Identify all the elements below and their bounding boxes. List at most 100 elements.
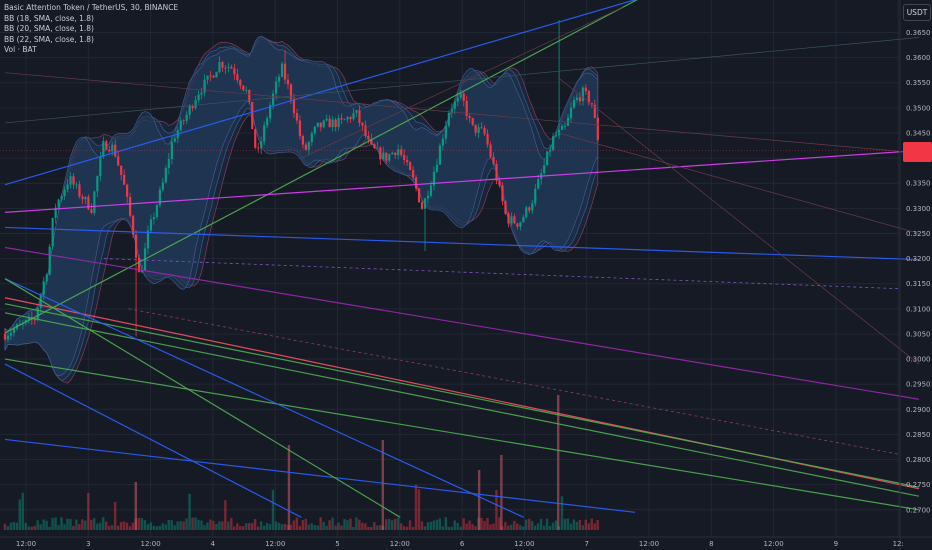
candle-body bbox=[212, 75, 215, 78]
volume-bar bbox=[93, 518, 96, 530]
volume-bar bbox=[292, 520, 296, 530]
volume-bar bbox=[575, 521, 579, 530]
candle-body bbox=[546, 151, 549, 166]
price-axis[interactable]: 0.36500.36000.35500.35000.34500.34000.33… bbox=[899, 0, 931, 550]
volume-bar bbox=[24, 522, 27, 530]
candle-body bbox=[543, 165, 546, 174]
candle-body bbox=[289, 84, 293, 100]
volume-bar bbox=[441, 526, 444, 530]
volume-bar bbox=[536, 523, 540, 530]
volume-bar bbox=[572, 519, 576, 530]
volume-bar bbox=[489, 524, 492, 530]
volume-bar bbox=[340, 525, 343, 530]
volume-bar bbox=[57, 525, 60, 530]
volume-bar bbox=[471, 524, 474, 530]
volume-bar bbox=[414, 484, 418, 530]
volume-bar bbox=[319, 517, 322, 530]
candle-body bbox=[233, 68, 236, 75]
candle-body bbox=[504, 201, 507, 214]
trend-line-blue bbox=[4, 278, 524, 518]
volume-bar bbox=[408, 520, 412, 530]
candle-body bbox=[337, 117, 340, 128]
volume-bar bbox=[587, 523, 590, 530]
candle-body bbox=[221, 62, 224, 68]
volume-bar bbox=[563, 518, 567, 530]
candle-body bbox=[140, 270, 144, 273]
candle-body bbox=[412, 169, 415, 178]
candle-body bbox=[590, 102, 593, 105]
candle-body bbox=[310, 133, 313, 142]
candle-body bbox=[248, 89, 251, 102]
volume-bar bbox=[244, 523, 248, 530]
volume-bar bbox=[393, 518, 397, 530]
volume-bar bbox=[522, 526, 525, 530]
candle-body bbox=[531, 203, 534, 211]
candle-body bbox=[218, 62, 221, 73]
candle-body bbox=[36, 307, 39, 320]
candle-body bbox=[361, 122, 364, 126]
currency-badge[interactable]: USDT bbox=[903, 4, 931, 21]
time-tick-label: 12:00 bbox=[141, 540, 161, 548]
time-tick-label: 12:00 bbox=[16, 540, 36, 548]
candle-body bbox=[483, 127, 486, 134]
volume-bar bbox=[548, 525, 552, 530]
candle-body bbox=[492, 156, 495, 165]
volume-bar bbox=[316, 525, 319, 530]
candle-body bbox=[331, 119, 334, 128]
legend-volume[interactable]: Vol · BAT bbox=[4, 45, 37, 54]
trend-line-blue bbox=[4, 226, 919, 261]
candle-body bbox=[352, 112, 355, 120]
volume-bar bbox=[72, 525, 75, 530]
volume-bar bbox=[507, 525, 510, 530]
time-tick-label: 5 bbox=[335, 540, 339, 548]
volume-bar bbox=[584, 519, 587, 530]
volume-bar bbox=[483, 520, 486, 530]
time-tick-label: 12: bbox=[893, 540, 904, 548]
legend-bb-22[interactable]: BB (22, SMA, close, 1.8) bbox=[4, 34, 94, 44]
candle-body bbox=[134, 234, 138, 258]
volume-bar bbox=[367, 526, 370, 530]
candle-body bbox=[498, 180, 501, 186]
volume-bar bbox=[167, 519, 170, 530]
volume-bar bbox=[429, 521, 433, 530]
candle-body bbox=[549, 149, 552, 152]
candle-body bbox=[39, 294, 42, 308]
volume-bar bbox=[432, 520, 436, 530]
volume-bar bbox=[54, 517, 57, 530]
volume-bar bbox=[453, 520, 456, 530]
candle-body bbox=[215, 72, 218, 78]
volume-bar bbox=[405, 526, 409, 530]
candle-body bbox=[3, 333, 7, 340]
candle-body bbox=[578, 97, 582, 102]
candle-body bbox=[397, 149, 400, 156]
volume-bar bbox=[539, 518, 543, 530]
trend-line-green bbox=[4, 303, 920, 488]
volume-bar bbox=[48, 526, 51, 530]
candle-body bbox=[9, 332, 13, 336]
candle-body bbox=[537, 179, 540, 189]
time-tick-label: 3 bbox=[86, 540, 90, 548]
candle-body bbox=[364, 125, 367, 136]
candle-body bbox=[417, 188, 421, 203]
volume-bar bbox=[474, 526, 477, 530]
volume-bar bbox=[313, 524, 316, 530]
candle-body bbox=[325, 118, 328, 121]
legend-symbol[interactable]: Basic Attention Token / TetherUS, 30, BI… bbox=[4, 3, 179, 12]
candle-body bbox=[90, 209, 93, 213]
volume-bars bbox=[3, 395, 599, 530]
volume-bar bbox=[78, 524, 81, 530]
volume-bar bbox=[87, 492, 90, 530]
legend-bb-18[interactable]: BB (18, SMA, close, 1.8) bbox=[4, 13, 94, 23]
candle-body bbox=[81, 196, 84, 200]
candle-body bbox=[206, 75, 209, 80]
time-tick-label: 8 bbox=[709, 540, 713, 548]
candle-body bbox=[263, 125, 266, 142]
trend-line-green bbox=[4, 0, 638, 334]
volume-bar bbox=[140, 518, 144, 530]
time-axis[interactable]: 12:00 3 12:00 4 12:00 5 12:00 6 12:00 7 12:00 8 12:0… bbox=[0, 536, 932, 548]
volume-bar bbox=[182, 521, 185, 530]
legend-bb-20[interactable]: BB (20, SMA, close, 1.8) bbox=[4, 24, 94, 33]
price-tick-label: 0.3150 bbox=[906, 280, 931, 288]
